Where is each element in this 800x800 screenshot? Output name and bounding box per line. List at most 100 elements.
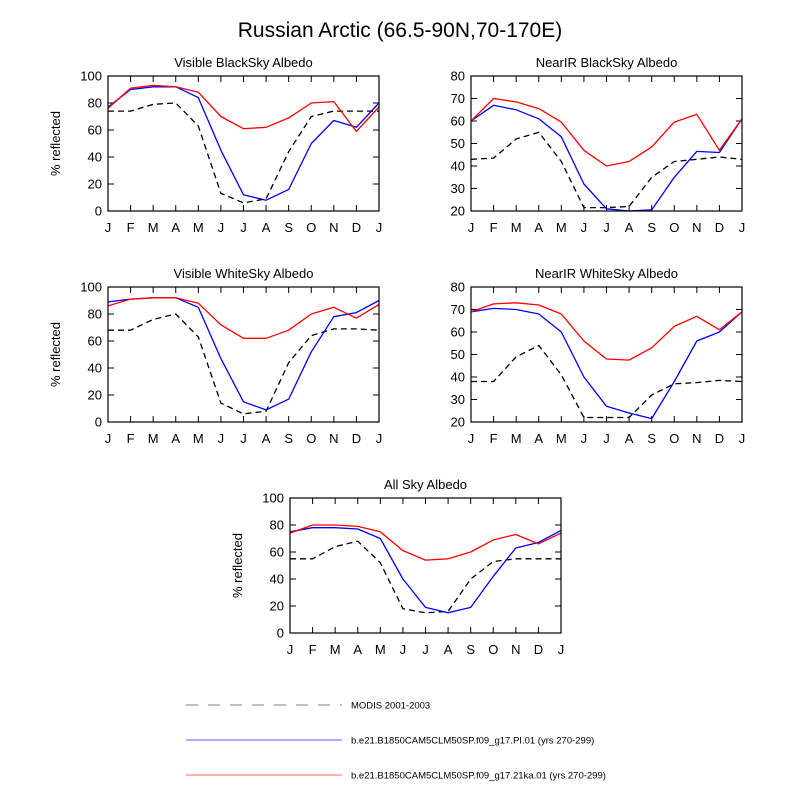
- y-tick-label: 100: [262, 491, 284, 506]
- x-tick-label: O: [488, 642, 498, 657]
- plot-frame: [107, 75, 380, 212]
- x-tick-label: M: [556, 431, 567, 446]
- x-tick-label: J: [581, 220, 588, 235]
- y-tick-label: 30: [451, 392, 465, 407]
- y-tick-label: 70: [451, 302, 465, 317]
- y-tick-label: 100: [80, 280, 102, 295]
- y-axis-label: % reflected: [48, 322, 63, 387]
- series-line-pi: [107, 297, 380, 411]
- y-tick-label: 60: [88, 123, 102, 138]
- plot-frame: [470, 286, 743, 423]
- x-tick-label: A: [534, 431, 543, 446]
- x-tick-label: A: [444, 642, 453, 657]
- y-axis-label: % reflected: [48, 111, 63, 176]
- series-line-ka21: [470, 97, 743, 167]
- panel-title: NearIR WhiteSky Albedo: [535, 266, 678, 281]
- x-tick-label: A: [534, 220, 543, 235]
- series-line-modis: [290, 540, 561, 614]
- x-tick-label: N: [329, 431, 338, 446]
- x-tick-label: J: [739, 431, 746, 446]
- x-tick-label: D: [715, 220, 724, 235]
- x-tick-label: F: [490, 431, 498, 446]
- x-tick-label: J: [287, 642, 294, 657]
- y-tick-label: 30: [451, 181, 465, 196]
- legend: MODIS 2001-2003 b.e21.B1850CAM5CLM50SP.f0…: [186, 701, 606, 782]
- x-tick-label: F: [490, 220, 498, 235]
- y-tick-label: 80: [451, 69, 465, 84]
- x-tick-label: J: [603, 220, 610, 235]
- series-line-modis: [108, 102, 379, 204]
- x-tick-label: M: [330, 642, 341, 657]
- x-tick-label: M: [511, 220, 522, 235]
- x-tick-label: J: [240, 220, 247, 235]
- y-tick-label: 0: [277, 626, 284, 641]
- x-tick-label: S: [647, 431, 656, 446]
- panel-title: Visible BlackSky Albedo: [174, 55, 313, 70]
- x-tick-label: O: [669, 220, 679, 235]
- x-tick-label: J: [603, 431, 610, 446]
- x-tick-label: A: [262, 220, 271, 235]
- plot-frame: [470, 75, 743, 212]
- legend-label: MODIS 2001-2003: [351, 701, 430, 712]
- legend-label: b.e21.B1850CAM5CLM50SP.f09_g17.21ka.01 (…: [351, 771, 606, 782]
- y-tick-label: 80: [451, 280, 465, 295]
- x-tick-label: S: [284, 220, 293, 235]
- x-tick-label: M: [511, 431, 522, 446]
- y-tick-label: 60: [451, 114, 465, 129]
- y-tick-label: 20: [451, 204, 465, 219]
- x-tick-label: J: [739, 220, 746, 235]
- series-line-pi: [470, 307, 743, 420]
- x-tick-label: F: [127, 431, 135, 446]
- x-tick-label: J: [218, 431, 225, 446]
- x-tick-label: A: [625, 431, 634, 446]
- y-tick-label: 40: [88, 361, 102, 376]
- series-line-ka21: [107, 297, 380, 339]
- series-line-pi: [289, 527, 562, 614]
- panel-title: All Sky Albedo: [384, 477, 467, 492]
- panel-visible-blacksky: Visible BlackSky Albedo % reflected 0 20 40 6…: [48, 55, 382, 235]
- x-tick-label: S: [284, 431, 293, 446]
- x-tick-label: J: [468, 220, 475, 235]
- x-tick-label: D: [352, 220, 361, 235]
- y-tick-label: 50: [451, 136, 465, 151]
- x-tick-label: J: [581, 431, 588, 446]
- figure-title: Russian Arctic (66.5-90N,70-170E): [238, 19, 563, 42]
- x-tick-label: J: [558, 642, 565, 657]
- x-tick-label: J: [376, 431, 383, 446]
- chart-panels: Visible BlackSky Albedo % reflected 0 20 40 6…: [48, 55, 745, 657]
- x-tick-label: M: [193, 431, 204, 446]
- x-tick-label: M: [148, 431, 159, 446]
- x-tick-label: A: [171, 220, 180, 235]
- x-tick-label: J: [400, 642, 407, 657]
- x-tick-label: M: [375, 642, 386, 657]
- x-tick-label: S: [647, 220, 656, 235]
- series-line-ka21: [470, 302, 743, 361]
- y-tick-label: 60: [451, 325, 465, 340]
- y-tick-label: 0: [95, 204, 102, 219]
- y-tick-label: 50: [451, 347, 465, 362]
- x-tick-label: N: [329, 220, 338, 235]
- legend-item-ka21: b.e21.B1850CAM5CLM50SP.f09_g17.21ka.01 (…: [186, 771, 606, 782]
- y-tick-label: 80: [88, 307, 102, 322]
- x-tick-label: D: [534, 642, 543, 657]
- y-tick-label: 20: [88, 177, 102, 192]
- panel-visible-whitesky: Visible WhiteSky Albedo % reflected 0 20 40 6…: [48, 266, 382, 446]
- x-tick-label: J: [240, 431, 247, 446]
- x-tick-label: M: [193, 220, 204, 235]
- x-tick-label: J: [376, 220, 383, 235]
- y-tick-label: 70: [451, 91, 465, 106]
- x-tick-label: O: [669, 431, 679, 446]
- x-tick-label: M: [556, 220, 567, 235]
- y-tick-label: 60: [88, 334, 102, 349]
- x-tick-label: M: [148, 220, 159, 235]
- panel-title: NearIR BlackSky Albedo: [536, 55, 678, 70]
- series-line-modis: [471, 344, 743, 419]
- legend-label: b.e21.B1850CAM5CLM50SP.f09_g17.PI.01 (yr…: [351, 736, 594, 747]
- y-axis-label: % reflected: [230, 533, 245, 598]
- x-tick-label: A: [171, 431, 180, 446]
- plot-frame: [107, 286, 380, 423]
- x-tick-label: A: [262, 431, 271, 446]
- y-tick-label: 20: [88, 388, 102, 403]
